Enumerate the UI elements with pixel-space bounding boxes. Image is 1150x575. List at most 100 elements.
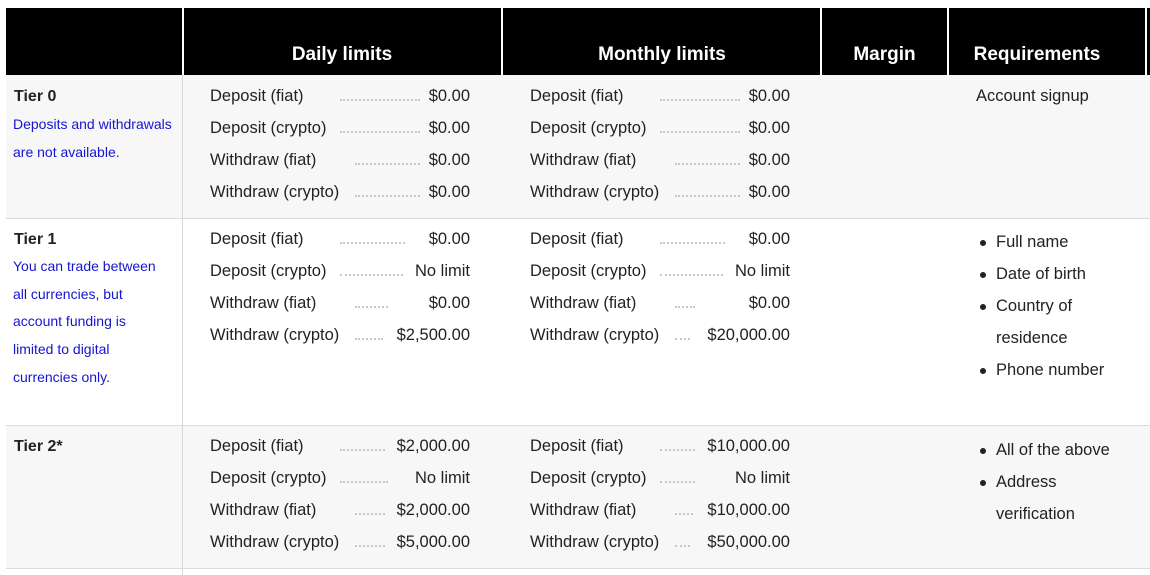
list-item: Full name [980, 226, 1130, 258]
dot-leader [660, 449, 695, 451]
limit-label: Deposit (fiat) [210, 437, 304, 455]
limit-value: $0.00 [428, 119, 470, 137]
dot-leader [355, 545, 385, 547]
limit-value: $50,000.00 [707, 533, 790, 551]
table-row-tier-0 [6, 75, 1150, 218]
dot-leader [355, 306, 388, 308]
limit-item: Deposit (fiat) $0.00 [530, 87, 790, 119]
limit-item: Withdraw (crypto) $0.00 [210, 183, 470, 215]
limit-item: Deposit (crypto) No limit [530, 262, 790, 294]
limit-value: $0.00 [428, 87, 470, 105]
limit-value: $2,000.00 [396, 437, 470, 455]
limit-item: Deposit (fiat) $0.00 [210, 230, 470, 262]
limit-item: Withdraw (fiat) $0.00 [210, 294, 470, 326]
tier-title: Tier 1 [14, 231, 57, 248]
header-separator [1145, 8, 1147, 75]
table-row-tier-2 [6, 426, 1150, 568]
limit-label: Withdraw (fiat) [530, 501, 637, 519]
limit-value: $0.00 [748, 87, 790, 105]
limit-label: Deposit (crypto) [210, 119, 327, 137]
limit-value: $10,000.00 [707, 437, 790, 455]
row-divider [6, 568, 1150, 569]
limit-value: $0.00 [748, 183, 790, 201]
limit-value: $0.00 [748, 151, 790, 169]
limit-value: No limit [734, 469, 790, 487]
header-separator [947, 8, 949, 75]
limit-value: $0.00 [428, 294, 470, 312]
limit-label: Withdraw (crypto) [210, 533, 340, 551]
row-divider [6, 425, 1150, 426]
dot-leader [660, 131, 740, 133]
limit-value: $5,000.00 [396, 533, 470, 551]
bullet-icon [980, 480, 986, 486]
limit-value: No limit [734, 262, 790, 280]
limit-value: $0.00 [748, 230, 790, 248]
limit-item: Withdraw (crypto) $20,000.00 [530, 326, 790, 358]
dot-leader [660, 242, 725, 244]
limit-label: Deposit (crypto) [530, 262, 647, 280]
limit-value: $0.00 [428, 183, 470, 201]
limit-label: Withdraw (crypto) [210, 183, 340, 201]
limit-item: Withdraw (fiat) $0.00 [530, 151, 790, 183]
limit-label: Deposit (fiat) [530, 87, 624, 105]
dot-leader [675, 195, 740, 197]
header-requirements: Requirements [973, 44, 1101, 65]
limit-item: Withdraw (crypto) $2,500.00 [210, 326, 470, 358]
header-margin: Margin [853, 44, 916, 65]
requirement-text: Account signup [976, 87, 1089, 105]
list-item: Country of residence [980, 290, 1130, 354]
limit-item: Withdraw (crypto) $0.00 [530, 183, 790, 215]
limit-label: Deposit (crypto) [530, 469, 647, 487]
limit-value: $2,000.00 [396, 501, 470, 519]
limit-value: $0.00 [428, 230, 470, 248]
limit-label: Deposit (fiat) [210, 87, 304, 105]
bullet-icon [980, 240, 986, 246]
limit-value: $0.00 [748, 294, 790, 312]
bullet-icon [980, 272, 986, 278]
header-separator [501, 8, 503, 75]
list-item: Phone number [980, 354, 1130, 386]
limit-label: Deposit (fiat) [530, 437, 624, 455]
tier-title: Tier 0 [14, 88, 57, 105]
dot-leader [675, 338, 690, 340]
limit-item: Deposit (crypto) No limit [210, 469, 470, 501]
limit-item: Withdraw (crypto) $50,000.00 [530, 533, 790, 565]
dot-leader [660, 99, 740, 101]
limit-item: Deposit (crypto) $0.00 [530, 119, 790, 151]
header-monthly-limits: Monthly limits [598, 44, 726, 65]
requirement-label: Date of birth [996, 265, 1086, 283]
dot-leader [340, 242, 405, 244]
limit-label: Withdraw (fiat) [530, 151, 637, 169]
limit-value: $0.00 [428, 151, 470, 169]
dot-leader [355, 338, 383, 340]
limit-value: No limit [414, 469, 470, 487]
limit-label: Deposit (fiat) [530, 230, 624, 248]
requirement-label: Phone number [996, 361, 1105, 379]
limit-value: $2,500.00 [396, 326, 470, 344]
requirement-label: Full name [996, 233, 1069, 251]
limit-label: Deposit (fiat) [210, 230, 304, 248]
limit-label: Withdraw (crypto) [530, 326, 660, 344]
dot-leader [355, 513, 385, 515]
limit-item: Deposit (fiat) $2,000.00 [210, 437, 470, 469]
limit-value: $10,000.00 [707, 501, 790, 519]
header-separator [820, 8, 822, 75]
dot-leader [675, 545, 690, 547]
limit-value: $0.00 [748, 119, 790, 137]
limit-label: Withdraw (crypto) [210, 326, 340, 344]
limit-item: Deposit (fiat) $0.00 [530, 230, 790, 262]
limit-label: Withdraw (fiat) [530, 294, 637, 312]
dot-leader [340, 99, 420, 101]
dot-leader [675, 163, 740, 165]
limit-label: Withdraw (fiat) [210, 501, 317, 519]
limit-label: Withdraw (crypto) [530, 533, 660, 551]
requirement-label: All of the above [996, 441, 1110, 459]
dot-leader [355, 195, 420, 197]
limit-label: Deposit (crypto) [530, 119, 647, 137]
limit-label: Deposit (crypto) [210, 262, 327, 280]
dot-leader [355, 163, 420, 165]
row-divider [6, 218, 1150, 219]
limit-item: Deposit (crypto) $0.00 [210, 119, 470, 151]
bullet-icon [980, 304, 986, 310]
limit-label: Withdraw (fiat) [210, 151, 317, 169]
